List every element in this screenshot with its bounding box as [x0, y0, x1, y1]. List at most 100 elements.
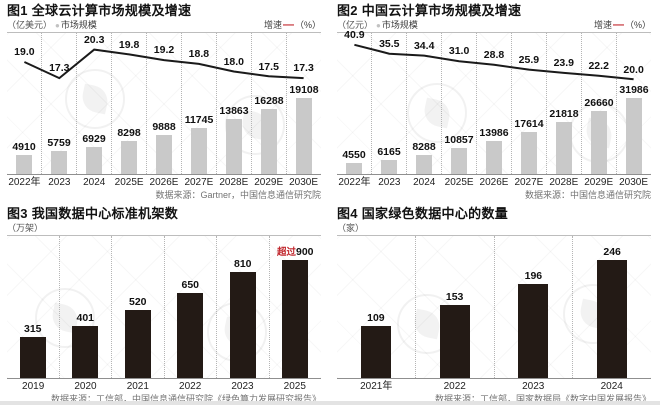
chart3-source-note: 数据来源：工信部，中国信息通信研究院《绿色算力发展研究报告》: [50, 394, 321, 405]
chart1-columns: 4910 5759 6929 8298 9888 11745 13863 16288 19108: [7, 33, 321, 175]
chart4-left-legend: （家）: [337, 222, 364, 235]
chart4-panel: 图4 国家绿色数据中心的数量 （家） 109 153 196 246 2021年 202…: [330, 200, 660, 405]
bar-value-label: 超过900: [276, 246, 314, 259]
highlight-prefix: 超过: [276, 247, 296, 259]
line-value-label: 25.9: [518, 53, 540, 66]
bar-2026E: [156, 134, 172, 175]
line-value-label: 35.5: [379, 37, 400, 50]
bar-2027E: [521, 132, 537, 175]
chart1-x-axis: 2022年 2023 2024 2025E 2026E 2027E 2028E 2029E 20…: [7, 177, 321, 189]
bar-value-label: 246: [603, 246, 621, 259]
x-axis-label: 2024: [83, 177, 106, 189]
x-axis-label: 2028E: [219, 177, 249, 189]
bar-legend-swatch-icon: ●: [376, 21, 381, 31]
bar-2022: [439, 304, 470, 379]
x-axis-label: 2022年: [8, 177, 41, 189]
category-column: 153: [414, 236, 494, 379]
bar-value-label: 26660: [584, 96, 614, 109]
x-axis-label: 2024: [413, 177, 436, 189]
y-axis-unit: （亿美元）: [7, 20, 53, 31]
line-value-label: 40.9: [344, 29, 365, 42]
x-axis-label: 2029E: [254, 177, 284, 189]
bar-value-label: 4550: [342, 149, 366, 162]
line-value-label: 17.5: [258, 60, 279, 73]
x-axis-label: 2023: [231, 381, 254, 393]
bar-2030E: [296, 98, 312, 175]
bar-2023: [518, 284, 549, 379]
x-axis-label: 2022: [443, 381, 466, 393]
x-axis-label: 2019: [22, 381, 45, 393]
category-column: 246: [572, 236, 651, 379]
category-column: 11745: [181, 33, 216, 175]
x-axis-label: 2022年: [338, 177, 371, 189]
x-axis-label: 2025: [283, 381, 306, 393]
category-column: 17614: [511, 33, 546, 175]
category-column: 6165: [371, 33, 406, 175]
bar-value-label: 520: [128, 296, 147, 309]
y-axis-unit: （亿元）: [337, 20, 374, 31]
bar-value-label: 10857: [444, 134, 474, 147]
chart2-source-note: 数据来源：中国信息通信研究院: [524, 190, 651, 200]
y-axis-unit: （万架）: [7, 223, 44, 234]
category-column: 6929: [76, 33, 111, 175]
bar-value-label: 19108: [289, 84, 319, 97]
chart3-x-axis: 2019 2020 2021 2022 2023 2025: [7, 381, 321, 393]
line-value-label: 17.3: [293, 62, 314, 75]
chart3-header: （万架）: [7, 222, 321, 235]
x-axis-label: 2027E: [514, 177, 544, 189]
chart4-x-axis: 2021年 2022 2023 2024: [337, 381, 651, 393]
bar-value-label: 16288: [254, 95, 284, 108]
category-column: 196: [493, 236, 573, 379]
x-axis-label: 2025E: [114, 177, 144, 189]
bar-value-label: 17614: [514, 118, 544, 131]
line-value-label: 22.2: [588, 59, 609, 72]
chart3-columns: 315 401 520 650 810 超过900: [7, 236, 321, 379]
bar-value-label: 315: [23, 322, 42, 335]
line-legend-swatch-icon: —: [612, 19, 624, 32]
x-axis-label: 2023: [48, 177, 71, 189]
chart2-title: 图2 中国云计算市场规模及增速: [337, 3, 522, 18]
chart3-plot-area: 315 401 520 650 810 超过900: [7, 235, 321, 380]
bar-value-label: 401: [76, 311, 95, 324]
bar-legend-label: 市场规模: [381, 20, 418, 31]
chart4-plot-area: 109 153 196 246: [337, 235, 651, 380]
category-column: 26660: [581, 33, 616, 175]
x-axis-label: 2025E: [444, 177, 474, 189]
bar-legend-swatch-icon: ●: [55, 21, 60, 31]
chart1-left-legend: （亿美元） ●市场规模: [7, 19, 97, 32]
x-axis-label: 2021年: [360, 381, 393, 393]
x-axis-label: 2023: [522, 381, 545, 393]
chart1-header: （亿美元） ●市场规模 增速—（%）: [7, 19, 321, 32]
category-column: 520: [111, 236, 164, 379]
x-axis-label: 2023: [378, 177, 401, 189]
line-legend-label: 增速: [593, 20, 612, 31]
bar-2029E: [261, 109, 277, 175]
line-value-label: 34.4: [413, 39, 435, 52]
bar-value-label: 13863: [219, 105, 249, 118]
category-column: 810: [216, 236, 269, 379]
line-legend-swatch-icon: —: [282, 19, 294, 32]
category-column: 8298: [111, 33, 146, 175]
bar-value-label: 650: [181, 279, 200, 292]
category-column: 16288: [251, 33, 286, 175]
line-value-label: 17.3: [49, 62, 70, 75]
bar-value-label: 8288: [412, 140, 436, 153]
line-value-label: 28.8: [483, 49, 505, 62]
line-legend-label: 增速: [263, 20, 282, 31]
category-column: 109: [337, 236, 415, 379]
bar-value-label: 153: [445, 290, 464, 303]
bar-2023: [229, 272, 256, 379]
growth-line: [354, 44, 634, 81]
line-value-label: 18.8: [188, 48, 210, 61]
line-axis-unit: （%）: [624, 20, 651, 31]
chart4-source-note: 数据来源：工信部，国家数据局《数字中国发展报告》: [434, 394, 651, 405]
bar-value-label: 6929: [82, 132, 106, 145]
bar-2027E: [191, 127, 207, 175]
bar-2025: [282, 260, 309, 379]
line-value-label: 20.3: [83, 33, 105, 46]
bar-2029E: [591, 110, 607, 175]
x-axis-label: 2022: [179, 381, 202, 393]
chart1-title: 图1 全球云计算市场规模及增速: [7, 3, 192, 18]
category-column: 4550: [337, 33, 371, 175]
x-axis-label: 2026E: [149, 177, 179, 189]
